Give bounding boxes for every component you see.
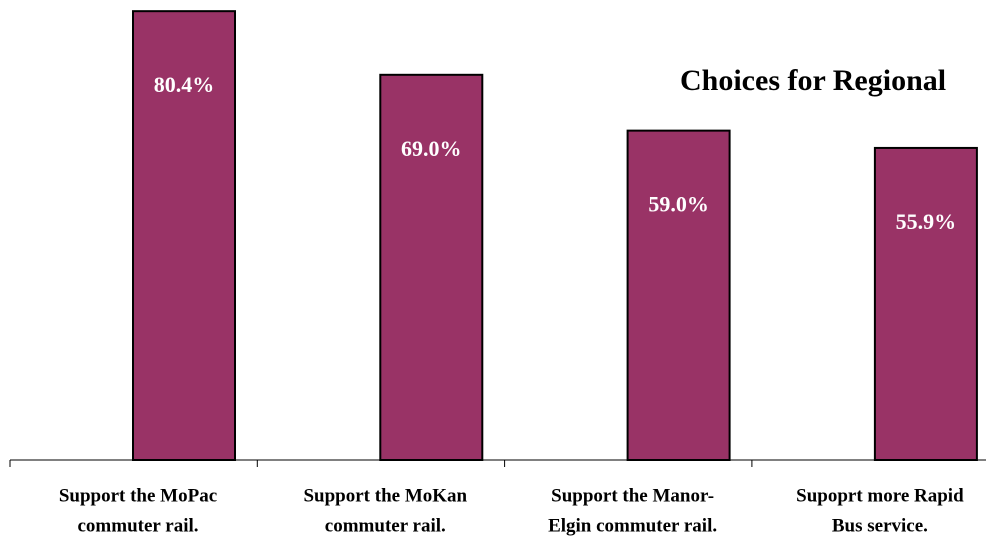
x-tick-label: commuter rail.: [78, 515, 199, 536]
x-tick-label: commuter rail.: [325, 515, 446, 536]
bar: [626, 129, 731, 461]
x-tick-label: Elgin commuter rail.: [548, 515, 717, 536]
x-tick-label: Bus service.: [832, 515, 928, 536]
x-tick-label: Support the Manor-: [551, 485, 714, 506]
value-label: 59.0%: [648, 192, 709, 217]
value-label: 69.0%: [401, 136, 462, 161]
x-tick-label: Supoprt more Rapid: [796, 485, 964, 506]
bar: [873, 146, 978, 461]
chart-title: Choices for Regional: [680, 64, 946, 97]
x-tick-label: Support the MoPac: [59, 485, 217, 506]
x-tick-label: Support the MoKan: [303, 485, 467, 506]
bar: [379, 73, 484, 462]
value-label: 55.9%: [896, 209, 957, 234]
bar: [132, 10, 236, 462]
value-label: 80.4%: [154, 72, 215, 97]
